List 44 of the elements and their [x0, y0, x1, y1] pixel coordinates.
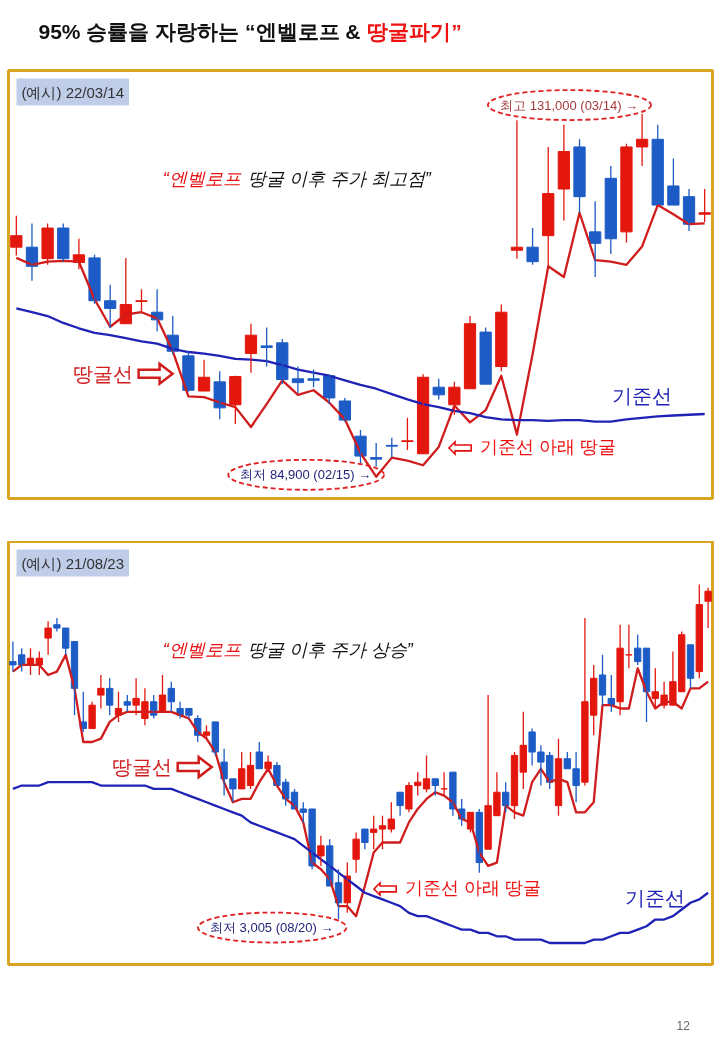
legend-label: 땅굴선: [72, 362, 133, 385]
candlestick: [88, 254, 101, 305]
candlestick: [229, 375, 242, 425]
candlestick: [41, 222, 54, 266]
candlestick: [57, 222, 70, 263]
candlestick: [211, 721, 219, 757]
candlestick: [10, 215, 23, 257]
candlestick: [495, 303, 508, 372]
text: 12: [676, 1019, 691, 1033]
candlestick: [385, 437, 398, 459]
candlestick: [502, 781, 510, 813]
candlestick: [667, 157, 680, 206]
candlestick: [255, 741, 263, 770]
text: 최저 3,005 (08/20) →: [209, 920, 334, 936]
candlestick: [698, 188, 711, 223]
candlestick: [167, 681, 175, 713]
candlestick: [106, 677, 114, 716]
legend-label: 땅굴선: [111, 756, 172, 779]
candlestick: [542, 146, 555, 267]
candlestick: [370, 442, 383, 468]
text: 최저 84,900 (02/15) →: [240, 467, 372, 483]
candlestick: [276, 338, 289, 385]
series-label: 기준선: [625, 886, 686, 909]
series-label: 기준선: [612, 384, 673, 407]
candlestick: [135, 288, 148, 314]
candlestick: [651, 124, 664, 206]
candlestick: [620, 143, 633, 244]
candlestick: [573, 138, 586, 214]
candlestick: [448, 381, 461, 416]
candlestick: [104, 284, 117, 329]
candlestick: [213, 370, 226, 420]
chart-subtitle: (예시) 22/03/14: [21, 83, 125, 101]
text: 최고 131,000 (03/14) →: [500, 97, 639, 113]
candlestick: [260, 326, 273, 368]
candlestick: [432, 378, 445, 401]
annotation: “엔벨로프 땅굴 이후 주가 상승”: [162, 639, 414, 660]
candlestick: [695, 583, 703, 679]
candlestick: [479, 326, 492, 385]
candlestick: [182, 350, 195, 393]
chart-title: 95% 승률을 자랑하는 “엔벨로프 & 땅굴파기”: [38, 20, 462, 43]
annotation: “엔벨로프 땅굴 이후 주가 최고점”: [162, 168, 432, 189]
candlestick: [526, 227, 539, 266]
candlestick: [401, 417, 414, 451]
chart-subtitle: (예시) 21/08/23: [21, 554, 125, 572]
